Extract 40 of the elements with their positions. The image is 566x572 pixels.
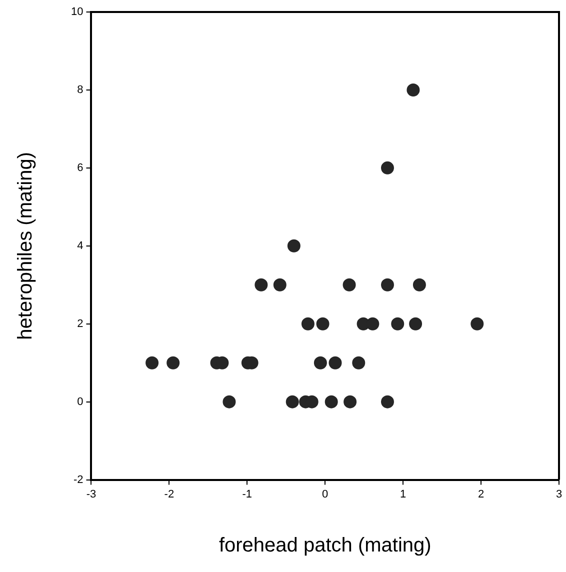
x-tick-label: 1 — [400, 488, 406, 500]
x-tick-label: 0 — [322, 488, 328, 500]
x-tick-label: 2 — [478, 488, 484, 500]
point — [273, 278, 286, 292]
y-tick-label: 8 — [77, 84, 84, 96]
y-tick-label: -2 — [73, 474, 84, 486]
point — [470, 317, 484, 330]
point — [328, 356, 342, 370]
x-axis-title: forehead patch (mating) — [218, 534, 432, 557]
point — [406, 83, 420, 96]
x-tick-label: -1 — [242, 488, 252, 500]
y-tick-label: 6 — [77, 162, 84, 174]
point — [324, 395, 338, 408]
y-axis-title: heterophiles (mating) — [14, 152, 37, 340]
point — [254, 278, 268, 292]
y-tick-label: 0 — [77, 396, 84, 408]
point — [316, 317, 330, 330]
point — [287, 239, 300, 252]
point — [380, 278, 394, 292]
point — [166, 356, 180, 370]
y-tick-label: 4 — [77, 240, 84, 252]
point — [301, 317, 314, 330]
point — [366, 317, 380, 330]
point — [286, 395, 299, 408]
point — [380, 395, 394, 408]
point — [380, 161, 394, 174]
point — [412, 278, 426, 292]
x-tick-label: -3 — [86, 488, 96, 500]
point — [342, 278, 356, 292]
y-tick-label: 2 — [77, 318, 84, 330]
point — [222, 395, 236, 408]
point — [146, 356, 159, 370]
point — [409, 317, 422, 330]
point — [314, 356, 327, 370]
point — [344, 395, 357, 408]
y-tick-label: 10 — [70, 6, 84, 18]
x-tick-label: 3 — [556, 488, 562, 500]
point — [391, 317, 404, 330]
point — [352, 356, 366, 370]
x-tick-label: -2 — [164, 488, 174, 500]
